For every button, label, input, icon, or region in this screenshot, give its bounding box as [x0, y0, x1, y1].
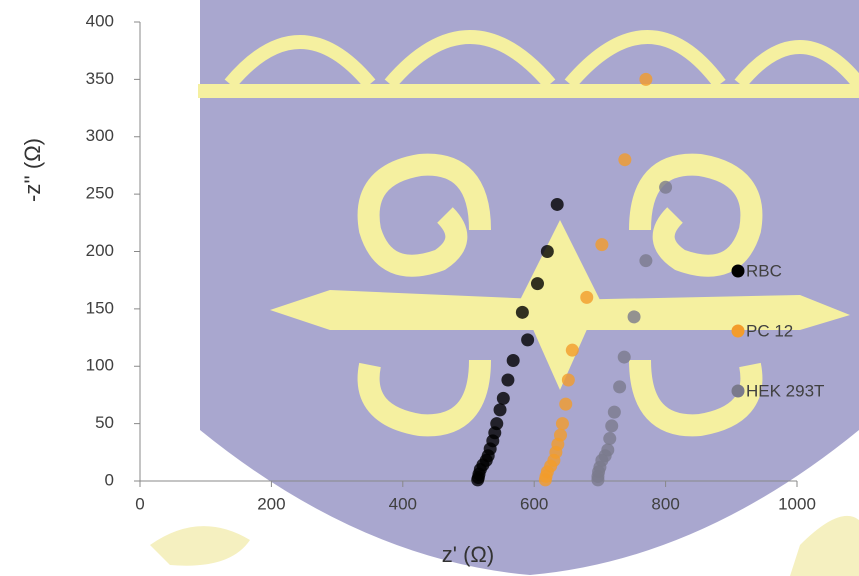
- point: [516, 306, 529, 319]
- legend-marker: [732, 385, 745, 398]
- legend-label: HEK 293T: [746, 381, 824, 400]
- y-tick-label: 150: [86, 298, 114, 317]
- point: [659, 181, 672, 194]
- point: [618, 153, 631, 166]
- x-tick-label: 0: [135, 494, 144, 513]
- y-tick-label: 100: [86, 356, 114, 375]
- legend-marker: [732, 325, 745, 338]
- point: [531, 277, 544, 290]
- point: [605, 419, 618, 432]
- legend-label: PC 12: [746, 321, 793, 340]
- legend-label: RBC: [746, 261, 782, 280]
- y-tick-label: 350: [86, 69, 114, 88]
- point: [497, 392, 510, 405]
- point: [608, 406, 621, 419]
- y-tick-label: 300: [86, 126, 114, 145]
- point: [618, 351, 631, 364]
- y-tick-label: 0: [105, 470, 114, 489]
- point: [494, 403, 507, 416]
- point: [639, 254, 652, 267]
- y-tick-label: 200: [86, 241, 114, 260]
- point: [507, 354, 520, 367]
- point: [541, 245, 554, 258]
- point: [539, 473, 552, 486]
- x-tick-label: 1000: [778, 494, 816, 513]
- point: [501, 374, 514, 387]
- y-tick-label: 50: [95, 413, 114, 432]
- chart: z' (Ω) -z'' (Ω) 0 50 100 150 200 250 300 350 400…: [0, 0, 859, 576]
- x-axis-title: z' (Ω): [442, 542, 494, 567]
- point: [471, 473, 484, 486]
- point: [566, 344, 579, 357]
- x-tick-label: 200: [257, 494, 285, 513]
- x-tick-label: 400: [389, 494, 417, 513]
- legend-marker: [732, 265, 745, 278]
- watermark: [150, 0, 859, 576]
- y-tick-label: 250: [86, 184, 114, 203]
- point: [580, 291, 593, 304]
- point: [551, 198, 564, 211]
- point: [562, 374, 575, 387]
- point: [559, 398, 572, 411]
- point: [595, 238, 608, 251]
- point: [613, 380, 626, 393]
- point: [628, 310, 641, 323]
- y-axis-title: -z'' (Ω): [20, 138, 45, 202]
- point: [639, 73, 652, 86]
- watermark-band: [198, 84, 859, 98]
- point: [521, 333, 534, 346]
- point: [591, 473, 604, 486]
- point: [603, 432, 616, 445]
- point: [556, 417, 569, 430]
- y-tick-label: 400: [86, 11, 114, 30]
- x-tick-label: 800: [651, 494, 679, 513]
- x-tick-label: 600: [520, 494, 548, 513]
